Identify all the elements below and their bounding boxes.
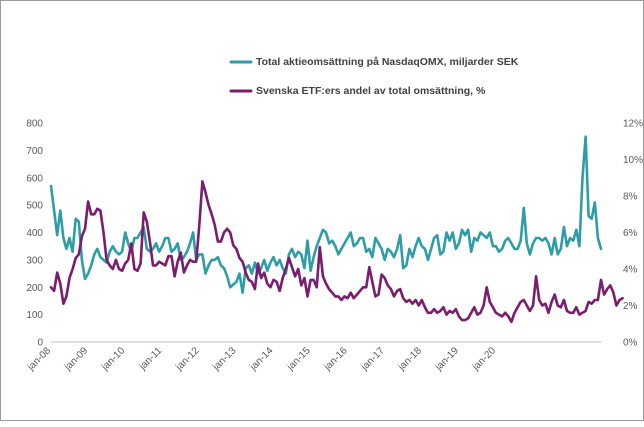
- y-left-tick-label: 200: [26, 283, 43, 294]
- y-right-tick-label: 2%: [623, 301, 638, 312]
- legend: Total aktieomsättning på NasdaqOMX, milj…: [229, 56, 519, 97]
- legend-label-etf-share: Svenska ETF:ers andel av total omsättnin…: [256, 85, 486, 97]
- x-tick-label: jan-20: [470, 345, 498, 373]
- y-right-tick-label: 12%: [623, 119, 643, 130]
- y-left-tick-label: 700: [26, 146, 43, 157]
- x-tick-label: jan-17: [359, 345, 387, 373]
- y-right-tick-label: 6%: [623, 228, 638, 239]
- y-left-tick-label: 600: [26, 173, 43, 184]
- x-tick-label: jan-16: [322, 345, 350, 373]
- y-right-tick-label: 8%: [623, 192, 638, 203]
- x-tick-label: jan-10: [99, 345, 127, 373]
- y-left-tick-label: 300: [26, 255, 43, 266]
- x-tick-label: jan-15: [285, 345, 313, 373]
- x-tick-label: jan-14: [247, 345, 275, 373]
- y-right-tick-label: 10%: [623, 155, 643, 166]
- y-right-tick-label: 4%: [623, 265, 638, 276]
- x-tick-label: jan-13: [210, 345, 238, 373]
- x-tick-label: jan-09: [62, 345, 90, 373]
- x-tick-label: jan-08: [25, 345, 53, 373]
- x-tick-label: jan-12: [173, 345, 201, 373]
- y-left-tick-label: 400: [26, 228, 43, 239]
- series-line-etf-share: [49, 180, 624, 324]
- y-left-tick-label: 0: [37, 338, 43, 349]
- x-tick-label: jan-19: [433, 345, 461, 373]
- y-right-tick-label: 0%: [623, 338, 638, 349]
- y-left-tick-label: 100: [26, 310, 43, 321]
- y-left-tick-label: 800: [26, 119, 43, 130]
- x-tick-label: jan-18: [396, 345, 424, 373]
- x-tick-label: jan-11: [137, 345, 165, 373]
- y-left-tick-label: 500: [26, 201, 43, 212]
- legend-label-total-turnover: Total aktieomsättning på NasdaqOMX, milj…: [256, 56, 519, 68]
- series-lines: [49, 135, 624, 324]
